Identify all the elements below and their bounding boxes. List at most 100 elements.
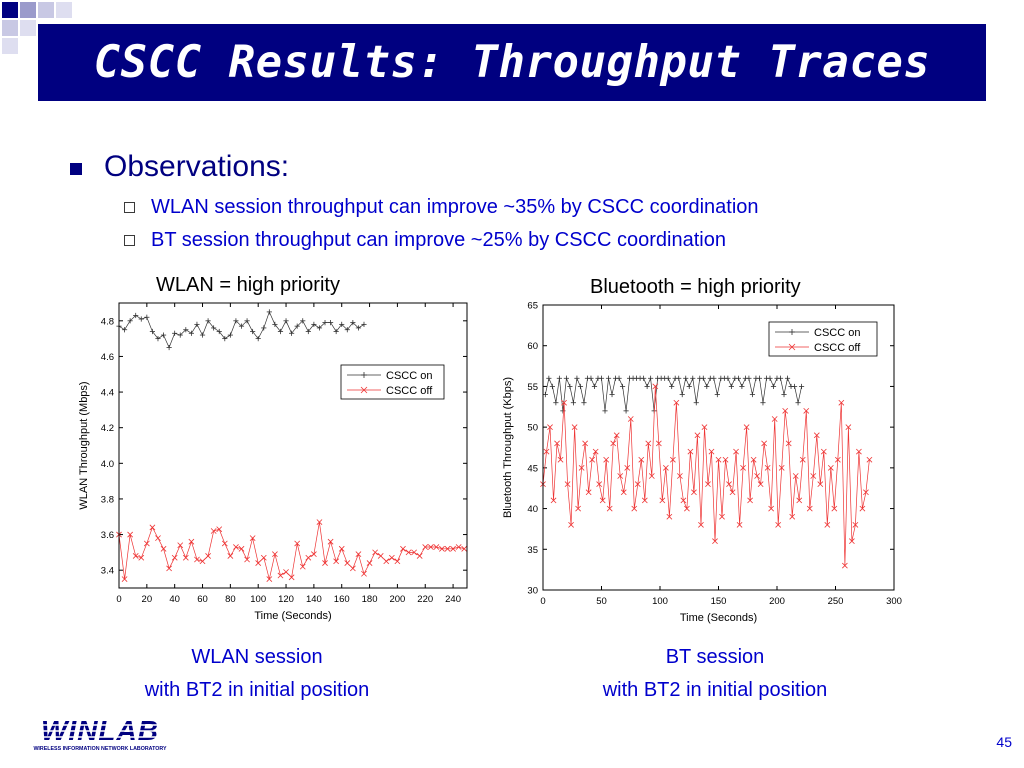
y-tick-label: 65 <box>527 301 538 312</box>
data-point-cscc-off <box>726 481 732 488</box>
y-tick-label: 50 <box>527 423 538 434</box>
data-point-cscc-off <box>439 545 445 552</box>
sub-bullet-wlan: WLAN session throughput can improve ~35%… <box>124 196 759 219</box>
data-point-cscc-off <box>754 473 760 479</box>
x-tick-label: 220 <box>417 594 433 605</box>
data-point-cscc-on <box>791 383 798 390</box>
data-point-cscc-off <box>631 505 638 512</box>
data-point-cscc-on <box>767 375 773 381</box>
data-point-cscc-on <box>283 318 289 324</box>
data-point-cscc-off <box>344 560 351 566</box>
data-point-cscc-off <box>564 481 571 488</box>
data-point-cscc-off <box>155 535 161 542</box>
data-point-cscc-on <box>581 400 587 406</box>
data-point-cscc-off <box>838 399 845 406</box>
data-point-cscc-on <box>648 375 654 381</box>
data-point-cscc-on <box>277 328 284 335</box>
y-tick-label: 30 <box>527 586 538 597</box>
data-point-cscc-off <box>701 424 708 431</box>
data-point-cscc-off <box>127 531 134 538</box>
right-caption-line2: with BT2 in initial position <box>602 679 828 701</box>
data-point-cscc-off <box>388 554 395 561</box>
data-point-cscc-off <box>747 497 753 504</box>
data-point-cscc-off <box>645 440 652 447</box>
data-point-cscc-on <box>739 383 745 390</box>
sub-bullet-bt: BT session throughput can improve ~25% b… <box>124 229 726 252</box>
legend-box <box>340 364 445 400</box>
legend: CSCC on CSCC off <box>768 321 878 357</box>
data-point-cscc-on <box>644 383 650 390</box>
data-point-cscc-on <box>690 375 696 381</box>
x-tick-label: 120 <box>278 594 294 605</box>
data-point-cscc-off <box>216 526 223 533</box>
x-tick-label: 200 <box>769 596 785 607</box>
data-point-cscc-off <box>227 553 234 559</box>
data-point-cscc-on <box>222 336 228 342</box>
data-point-cscc-on <box>679 391 685 398</box>
data-point-cscc-on <box>784 375 791 381</box>
y-axis-label: WLAN Throughput (Mbps) <box>78 381 90 509</box>
data-point-cscc-off <box>260 554 267 561</box>
data-point-cscc-off <box>582 440 589 447</box>
legend-box <box>768 321 878 357</box>
data-point-cscc-off <box>149 524 156 531</box>
data-point-cscc-off <box>461 545 468 552</box>
data-point-cscc-on <box>205 318 211 324</box>
data-point-cscc-off <box>778 464 785 471</box>
data-point-cscc-off <box>729 489 736 496</box>
data-point-cscc-off <box>578 464 585 471</box>
data-point-cscc-on <box>609 391 615 398</box>
data-point-cscc-off <box>205 553 211 559</box>
x-tick-label: 180 <box>362 594 378 605</box>
data-point-cscc-off <box>188 538 195 545</box>
data-point-cscc-on <box>272 321 278 327</box>
data-point-cscc-off <box>427 544 434 550</box>
data-point-cscc-off <box>750 456 757 463</box>
data-point-cscc-on <box>127 318 133 324</box>
data-point-cscc-off <box>299 563 306 570</box>
data-point-cscc-off <box>634 481 641 488</box>
data-point-cscc-off <box>383 558 390 565</box>
data-point-cscc-on <box>144 314 150 320</box>
data-point-cscc-on <box>261 325 267 331</box>
data-point-cscc-on <box>770 383 777 390</box>
data-point-cscc-on <box>233 318 239 324</box>
legend-marker <box>360 386 368 394</box>
data-point-cscc-on <box>289 330 295 336</box>
data-point-cscc-off <box>775 521 782 528</box>
data-point-cscc-on <box>172 330 178 336</box>
left-chart-label: WLAN = high priority <box>156 274 340 296</box>
data-point-cscc-on <box>344 327 350 333</box>
data-point-cscc-off <box>596 481 603 488</box>
data-point-cscc-off <box>792 473 799 479</box>
y-tick-label: 4.6 <box>101 352 114 363</box>
data-point-cscc-on <box>149 328 156 335</box>
data-point-cscc-on <box>605 375 612 381</box>
data-point-cscc-on <box>746 375 752 381</box>
data-point-cscc-off <box>722 456 729 463</box>
data-point-cscc-on <box>199 332 206 338</box>
data-point-cscc-off <box>796 497 803 504</box>
data-point-cscc-off <box>841 562 848 569</box>
data-point-cscc-off <box>166 565 172 572</box>
data-point-cscc-on <box>194 321 200 327</box>
data-point-cscc-off <box>698 521 704 528</box>
data-point-cscc-on <box>339 321 345 327</box>
data-point-cscc-on <box>177 332 183 338</box>
data-point-cscc-off <box>561 399 567 406</box>
data-point-cscc-on <box>760 400 766 406</box>
data-point-cscc-off <box>182 554 189 561</box>
data-point-cscc-off <box>771 416 778 422</box>
data-point-cscc-off <box>810 473 817 479</box>
data-point-cscc-off <box>669 456 676 463</box>
data-point-cscc-off <box>736 521 743 528</box>
data-point-cscc-off <box>845 424 852 431</box>
data-point-cscc-on <box>598 375 605 381</box>
data-point-cscc-off <box>349 565 356 572</box>
x-tick-label: 150 <box>711 596 727 607</box>
data-point-cscc-off <box>641 497 648 504</box>
data-point-cscc-off <box>221 540 228 547</box>
data-point-cscc-off <box>455 544 462 550</box>
hollow-square-icon <box>124 235 135 246</box>
data-point-cscc-on <box>227 332 233 338</box>
